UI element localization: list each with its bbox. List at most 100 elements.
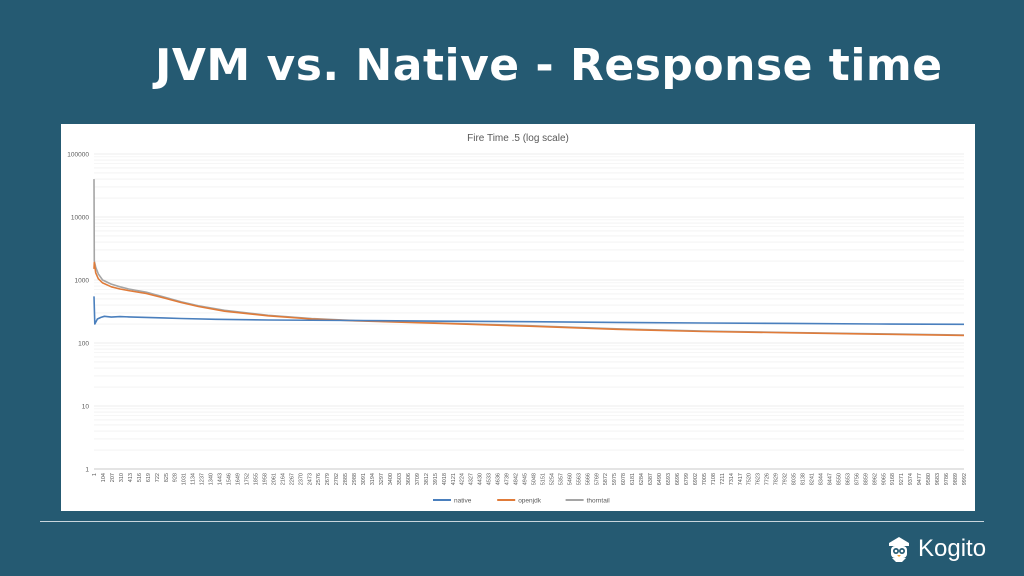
x-tick-label: 8138 — [801, 473, 807, 485]
legend-label-native: native — [454, 498, 472, 505]
x-tick-label: 1752 — [244, 473, 250, 485]
x-tick-label: 8859 — [863, 473, 869, 485]
x-tick-label: 5048 — [531, 473, 537, 485]
x-tick-label: 4739 — [505, 473, 511, 485]
x-tick-label: 4430 — [478, 473, 484, 485]
kogito-logo-icon — [889, 537, 909, 562]
x-tick-label: 7520 — [747, 473, 753, 485]
x-tick-label: 1855 — [253, 473, 259, 485]
x-tick-label: 3297 — [379, 473, 385, 485]
x-tick-label: 310 — [119, 473, 125, 482]
x-tick-label: 2267 — [289, 473, 295, 485]
chart-title: Fire Time .5 (log scale) — [467, 133, 569, 144]
x-tick-label: 5666 — [585, 473, 591, 485]
response-time-chart: Fire Time .5 (log scale) 1 10 100 1000 10000… — [67, 133, 968, 505]
x-tick-label: 9271 — [899, 473, 905, 485]
x-tick-label: 6799 — [684, 473, 690, 485]
x-tick-label: 8962 — [872, 473, 878, 485]
x-tick-label: 4636 — [496, 473, 502, 485]
legend-label-openjdk: openjdk — [518, 498, 542, 505]
x-tick-label: 2061 — [271, 473, 277, 485]
x-tick-label: 6387 — [648, 473, 654, 485]
x-tick-label: 6696 — [675, 473, 681, 485]
x-tick-label: 825 — [164, 473, 170, 482]
series-line-native — [93, 296, 965, 326]
x-tick-label: 7726 — [765, 473, 771, 485]
x-tick-label: 3194 — [370, 473, 376, 485]
x-tick-label: 2164 — [280, 473, 286, 485]
y-tick-label: 10 — [82, 404, 90, 411]
x-tick-label: 8241 — [810, 473, 816, 485]
x-tick-label: 4533 — [487, 473, 493, 485]
x-tick-label: 5357 — [558, 473, 564, 485]
x-tick-label: 6181 — [630, 473, 636, 485]
x-tick-label: 2679 — [325, 473, 331, 485]
y-tick-label: 100 — [78, 341, 89, 348]
x-tick-label: 9786 — [944, 473, 950, 485]
x-tick-label: 7932 — [783, 473, 789, 485]
x-tick-label: 4121 — [451, 473, 457, 485]
y-tick-label: 100000 — [67, 152, 89, 159]
x-tick-label: 104 — [101, 473, 107, 482]
x-tick-label: 5151 — [540, 473, 546, 485]
slide-title: JVM vs. Native - Response time — [155, 40, 943, 91]
x-tick-label: 7108 — [711, 473, 717, 485]
chart-series — [93, 179, 965, 337]
x-tick-label: 9683 — [935, 473, 941, 485]
x-tick-label: 2782 — [334, 473, 340, 485]
brand-logo: Kogito — [886, 534, 986, 564]
x-tick-label: 2576 — [316, 473, 322, 485]
x-tick-label: 9374 — [908, 473, 914, 485]
x-tick-label: 6902 — [693, 473, 699, 485]
x-tick-label: 6593 — [666, 473, 672, 485]
x-tick-label: 1031 — [182, 473, 188, 485]
x-tick-label: 7623 — [756, 473, 762, 485]
chart-panel: Fire Time .5 (log scale) 1 10 100 1000 10000… — [61, 124, 975, 511]
x-tick-label: 8447 — [827, 473, 833, 485]
x-tick-label: 5460 — [567, 473, 573, 485]
brand-name: Kogito — [918, 535, 987, 562]
x-tick-label: 3915 — [433, 473, 439, 485]
y-tick-label: 10000 — [71, 215, 89, 222]
x-tick-label: 928 — [173, 473, 179, 482]
x-tick-label: 9477 — [917, 473, 923, 485]
x-tick-label: 1649 — [236, 473, 242, 485]
x-tick-label: 3400 — [388, 473, 394, 485]
x-tick-label: 4018 — [442, 473, 448, 485]
x-tick-label: 5563 — [576, 473, 582, 485]
footer-divider — [40, 521, 984, 522]
x-tick-label: 8344 — [818, 473, 824, 485]
x-tick-label: 5769 — [594, 473, 600, 485]
x-tick-label: 1958 — [262, 473, 268, 485]
x-tick-label: 3091 — [361, 473, 367, 485]
y-tick-label: 1 — [85, 467, 89, 474]
x-tick-label: 1134 — [191, 473, 197, 485]
x-tick-label: 1237 — [200, 473, 206, 485]
x-tick-label: 1 — [92, 473, 98, 476]
chart-legend: native openjdk thorntail — [433, 498, 610, 505]
x-tick-label: 8653 — [845, 473, 851, 485]
x-tick-label: 8035 — [792, 473, 798, 485]
x-tick-label: 2473 — [307, 473, 313, 485]
x-tick-label: 4945 — [523, 473, 529, 485]
x-tick-label: 3709 — [415, 473, 421, 485]
x-tick-label: 6284 — [639, 473, 645, 485]
x-tick-label: 4224 — [460, 473, 466, 485]
x-tick-label: 413 — [128, 473, 134, 482]
x-tick-label: 5975 — [612, 473, 618, 485]
x-tick-label: 2370 — [298, 473, 304, 485]
y-tick-label: 1000 — [75, 278, 90, 285]
x-tick-label: 9889 — [953, 473, 959, 485]
legend-label-thorntail: thorntail — [587, 498, 611, 505]
x-tick-label: 1546 — [227, 473, 233, 485]
x-tick-label: 7211 — [720, 473, 726, 485]
x-tick-label: 2885 — [343, 473, 349, 485]
x-tick-label: 1443 — [218, 473, 224, 485]
x-tick-label: 9168 — [890, 473, 896, 485]
x-tick-label: 3606 — [406, 473, 412, 485]
x-tick-label: 7829 — [774, 473, 780, 485]
x-tick-label: 7417 — [738, 473, 744, 485]
x-tick-label: 207 — [110, 473, 116, 482]
x-tick-label: 6078 — [621, 473, 627, 485]
